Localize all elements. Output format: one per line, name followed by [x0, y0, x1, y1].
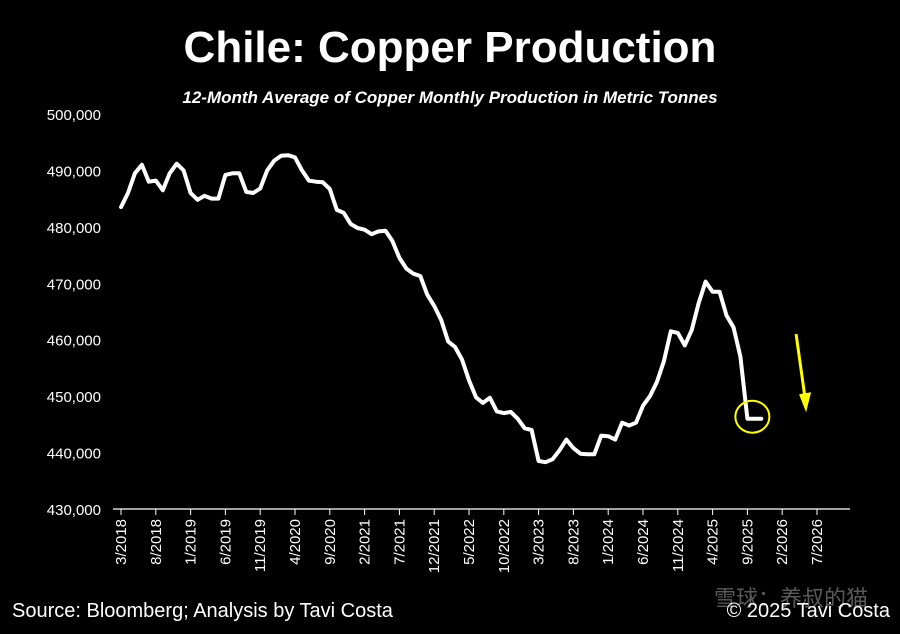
x-tick-label: 11/2019: [252, 519, 269, 572]
chart-subtitle: 12-Month Average of Copper Monthly Produ…: [182, 88, 717, 107]
trend-arrow-head: [799, 392, 812, 413]
x-tick-label: 10/2022: [496, 519, 513, 573]
x-tick-label: 7/2021: [391, 519, 408, 565]
x-tick-label: 4/2020: [287, 519, 304, 565]
watermark-text: 雪球：养叔的猫: [714, 586, 868, 611]
trend-arrow-shaft: [794, 333, 807, 399]
x-tick-label: 6/2019: [217, 519, 234, 565]
x-tick-label: 8/2023: [565, 519, 582, 565]
annotations: [734, 333, 812, 434]
x-tick-label: 8/2018: [148, 519, 165, 565]
y-tick-label: 500,000: [47, 107, 101, 124]
x-tick-label: 4/2025: [705, 519, 722, 565]
highlight-circle: [734, 399, 771, 434]
y-axis: 430,000 440,000 450,000 460,000 470,000 480,0…: [47, 107, 101, 519]
chart-title: Chile: Copper Production: [184, 23, 717, 72]
x-tick-label: 2/2021: [357, 519, 374, 565]
x-axis: 3/2018 8/2018 1/2019 6/2019 11/2019 4/2020 9/2…: [113, 508, 850, 573]
x-tick-label: 5/2022: [461, 519, 478, 565]
y-tick-label: 480,000: [47, 220, 101, 237]
series-line: [119, 153, 764, 465]
x-tick-label: 1/2024: [600, 519, 617, 565]
x-tick-label: 7/2026: [809, 519, 826, 565]
source-note: Source: Bloomberg; Analysis by Tavi Cost…: [12, 600, 394, 622]
x-tick-label: 11/2024: [670, 519, 687, 572]
y-tick-label: 430,000: [47, 502, 101, 519]
y-tick-label: 490,000: [47, 163, 101, 180]
y-tick-label: 460,000: [47, 333, 101, 350]
copyright-note: © 2025 Tavi Costa: [727, 600, 891, 622]
y-tick-label: 440,000: [47, 446, 101, 463]
x-tick-label: 12/2021: [426, 519, 443, 573]
x-tick-label: 6/2024: [635, 519, 652, 565]
x-tick-label: 9/2020: [322, 519, 339, 565]
series-group: [119, 153, 764, 465]
x-tick-label: 2/2026: [774, 519, 791, 565]
y-tick-label: 450,000: [47, 389, 101, 406]
x-tick-label: 3/2023: [531, 519, 548, 565]
x-tick-label: 1/2019: [183, 519, 200, 565]
y-tick-label: 470,000: [47, 276, 101, 293]
x-tick-label: 3/2018: [113, 519, 130, 565]
x-tick-label: 9/2025: [739, 519, 756, 565]
